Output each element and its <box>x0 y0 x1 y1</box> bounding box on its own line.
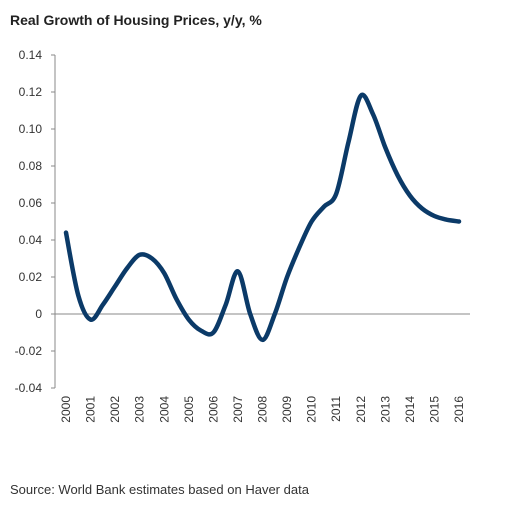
x-tick-label: 2011 <box>329 396 343 422</box>
y-tick-label: 0.10 <box>19 122 43 136</box>
y-tick-label: 0.12 <box>19 85 43 99</box>
x-axis-ticks: 2000 2001 2002 2003 2004 2005 2006 2007 2008 2009… <box>59 396 466 423</box>
x-tick-label: 2000 <box>59 396 73 423</box>
x-tick-label: 2010 <box>305 396 319 423</box>
y-tick-label: 0.06 <box>19 196 43 210</box>
y-tick-label: -0.02 <box>15 344 43 358</box>
y-tick-label: 0.04 <box>19 233 43 247</box>
y-axis-ticks: 0.14 0.12 0.10 0.08 0.06 0.04 0.02 0 -0.02 -0.04 <box>15 48 55 395</box>
x-tick-label: 2009 <box>280 396 294 423</box>
chart-title: Real Growth of Housing Prices, y/y, % <box>10 12 262 28</box>
x-tick-label: 2007 <box>231 396 245 423</box>
x-tick-label: 2013 <box>378 396 392 423</box>
y-tick-label: 0.08 <box>19 159 43 173</box>
chart-plot: 0.140.120.100.080.060.040.020-0.02-0.04 … <box>15 48 470 423</box>
source-note: Source: World Bank estimates based on Ha… <box>10 482 309 497</box>
x-tick-label: 2015 <box>427 396 441 423</box>
y-tick-label: 0.02 <box>19 270 43 284</box>
x-tick-label: 2008 <box>256 396 270 423</box>
y-tick-label: -0.04 <box>15 381 43 395</box>
x-tick-label: 2004 <box>157 396 171 423</box>
y-tick-label: 0.14 <box>19 48 43 62</box>
x-tick-label: 2001 <box>84 396 98 423</box>
x-tick-label: 2014 <box>403 396 417 423</box>
x-tick-label: 2012 <box>354 396 368 423</box>
x-tick-label: 2003 <box>133 396 147 423</box>
x-tick-label: 2002 <box>108 396 122 423</box>
x-tick-label: 2006 <box>206 396 220 423</box>
series-line <box>63 92 462 343</box>
y-tick-label: 0 <box>35 307 42 321</box>
x-tick-label: 2005 <box>182 396 196 423</box>
x-tick-label: 2016 <box>452 396 466 423</box>
chart-axes <box>54 55 470 388</box>
